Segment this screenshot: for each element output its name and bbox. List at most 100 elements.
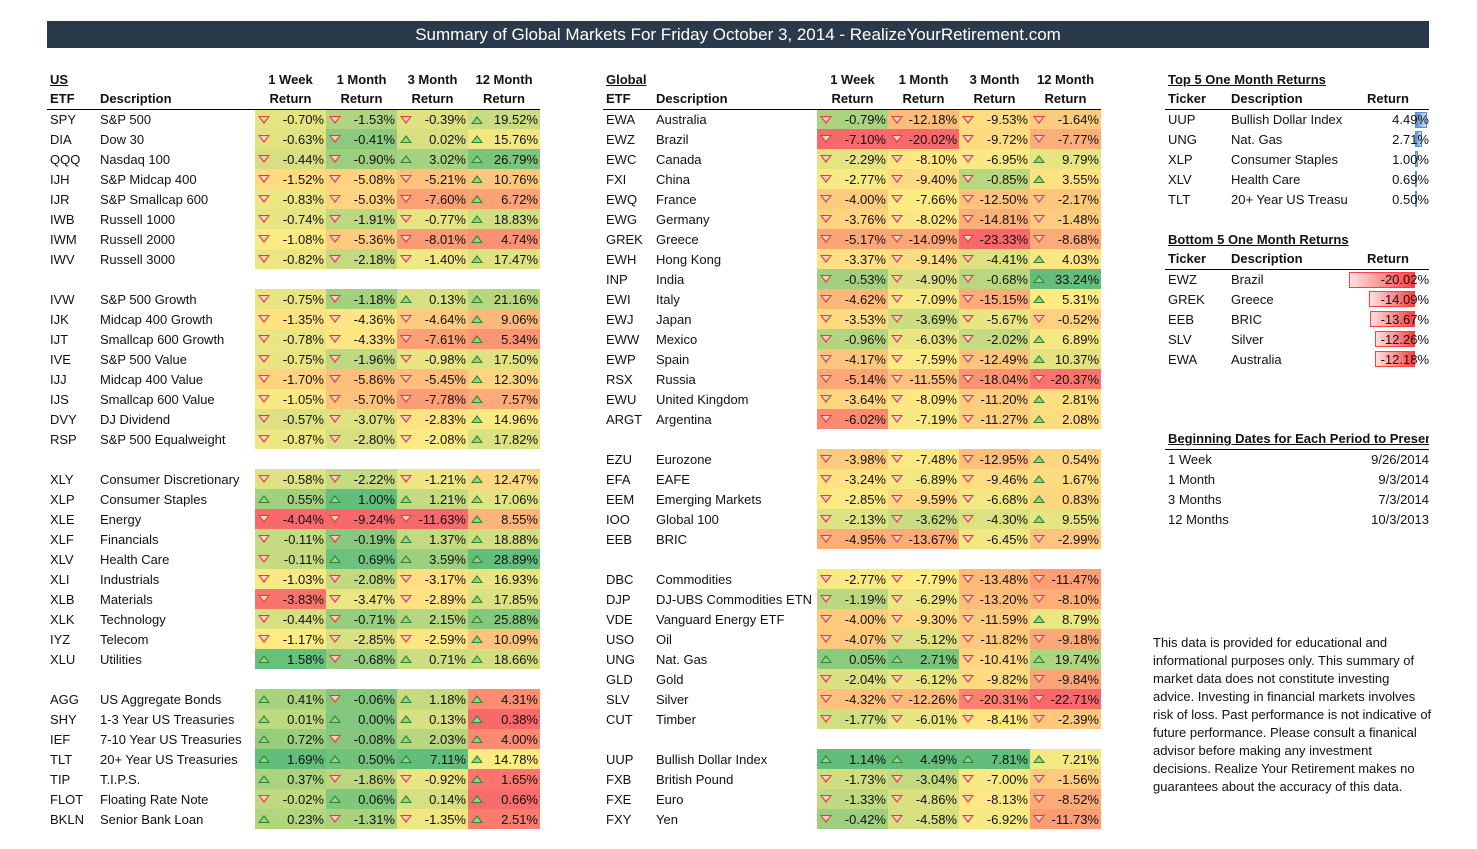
down-arrow-icon	[329, 575, 341, 583]
table-row: DBC Commodities -2.77% -7.79% -13.48% -11.47%	[603, 569, 1101, 589]
us-return-value: 0.14%	[429, 791, 466, 807]
global-ticker: EEB	[606, 531, 633, 547]
us-return-value: 0.69%	[358, 551, 395, 567]
us-return-value: -1.21%	[424, 471, 466, 487]
up-arrow-icon	[400, 535, 412, 543]
global-return-cell: 33.24%	[1030, 269, 1101, 289]
global-return-cell: -4.17%	[817, 349, 888, 369]
global-ticker: EWP	[606, 351, 636, 367]
global-return-value: -1.48%	[1057, 211, 1099, 227]
table-row: 1 Month 9/3/2014	[1165, 469, 1429, 489]
global-return-cell: -9.59%	[888, 489, 959, 509]
period-label: 3 Months	[1168, 491, 1222, 507]
down-arrow-icon	[258, 615, 270, 623]
us-return-value: -0.75%	[282, 351, 324, 367]
down-arrow-icon	[820, 415, 832, 423]
global-return-value: -6.92%	[986, 811, 1028, 827]
us-return-cell: 15.76%	[468, 129, 540, 149]
up-arrow-icon	[471, 615, 483, 623]
down-arrow-icon	[329, 655, 341, 663]
us-return-value: -4.04%	[282, 511, 324, 527]
table-row: TLT 20+ Year US Treasuries 0.50%	[1165, 189, 1429, 209]
bottom5-ticker: SLV	[1168, 331, 1192, 347]
down-arrow-icon	[962, 655, 974, 663]
table-row: FXI China -2.77% -9.40% -0.85% 3.55%	[603, 169, 1101, 189]
us-ticker: IJJ	[50, 371, 67, 387]
dates-table: Beginning Dates for Each Period to Prese…	[1165, 429, 1430, 529]
us-return-cell: -0.78%	[255, 329, 326, 349]
table-row: SLV Silver -12.26%	[1165, 329, 1429, 349]
global-return-value: 4.03%	[1062, 251, 1099, 267]
down-arrow-icon	[891, 255, 903, 263]
global-description: Argentina	[656, 411, 712, 427]
global-return-value: -0.96%	[844, 331, 886, 347]
us-return-cell: 0.37%	[255, 769, 326, 789]
global-return-cell: -2.99%	[1030, 529, 1101, 549]
global-return-value: -11.27%	[980, 411, 1028, 427]
us-description: Telecom	[100, 631, 149, 647]
us-return-value: -2.18%	[353, 251, 395, 267]
us-description: S&P 500 Value	[100, 351, 187, 367]
us-description: Floating Rate Note	[100, 791, 209, 807]
down-arrow-icon	[820, 335, 832, 343]
us-ticker: DVY	[50, 411, 77, 427]
us-return-value: -0.75%	[282, 291, 324, 307]
global-return-cell: -4.00%	[817, 609, 888, 629]
global-return-cell: -7.66%	[888, 189, 959, 209]
us-return-value: 17.06%	[493, 491, 538, 507]
down-arrow-icon	[1033, 315, 1045, 323]
global-return-value: -2.13%	[844, 511, 886, 527]
down-arrow-icon	[258, 195, 270, 203]
global-ticker: INP	[606, 271, 628, 287]
us-return-value: -4.36%	[353, 311, 395, 327]
down-arrow-icon	[258, 515, 270, 523]
global-return-cell: -12.95%	[959, 449, 1030, 469]
global-return-cell: -20.02%	[888, 129, 959, 149]
global-return-value: -2.17%	[1057, 191, 1099, 207]
global-ticker: EZU	[606, 451, 632, 467]
down-arrow-icon	[962, 395, 974, 403]
us-description: Smallcap 600 Value	[100, 391, 215, 407]
global-description: Russia	[656, 371, 696, 387]
us-return-cell: -4.36%	[326, 309, 397, 329]
up-arrow-icon	[471, 635, 483, 643]
down-arrow-icon	[820, 775, 832, 783]
global-return-cell: 1.14%	[817, 749, 888, 769]
us-description: Industrials	[100, 571, 160, 587]
us-description: Nasdaq 100	[100, 151, 171, 167]
down-arrow-icon	[400, 515, 412, 523]
up-arrow-icon	[400, 695, 412, 703]
us-return-value: -0.90%	[353, 151, 395, 167]
down-arrow-icon	[820, 715, 832, 723]
down-arrow-icon	[329, 235, 341, 243]
down-arrow-icon	[962, 635, 974, 643]
global-return-value: -2.77%	[844, 171, 886, 187]
global-col1-subheader: Return	[817, 89, 888, 110]
global-description: Germany	[656, 211, 710, 227]
down-arrow-icon	[329, 175, 341, 183]
table-row: EWZ Brazil -7.10% -20.02% -9.72% -7.77%	[603, 129, 1101, 149]
table-row: EWW Mexico -0.96% -6.03% -2.02% 6.89%	[603, 329, 1101, 349]
global-return-cell: -11.73%	[1030, 809, 1101, 829]
global-col1-header: 1 Week	[830, 71, 875, 87]
global-return-cell: -2.77%	[817, 169, 888, 189]
us-col2-subheader: Return	[326, 89, 397, 110]
global-return-value: -2.77%	[844, 571, 886, 587]
global-return-cell: -7.19%	[888, 409, 959, 429]
down-arrow-icon	[258, 155, 270, 163]
global-return-cell: -4.07%	[817, 629, 888, 649]
global-ticker: FXB	[606, 771, 632, 787]
us-return-value: 1.69%	[287, 751, 324, 767]
bottom5-data-bar	[1375, 331, 1415, 347]
down-arrow-icon	[1033, 575, 1045, 583]
global-return-cell: -1.64%	[1030, 109, 1101, 129]
us-return-cell: 3.59%	[397, 549, 468, 569]
down-arrow-icon	[329, 255, 341, 263]
bottom5-desc-header: Description	[1229, 249, 1347, 270]
down-arrow-icon	[1033, 715, 1045, 723]
global-return-cell: -8.02%	[888, 209, 959, 229]
us-return-value: -1.35%	[282, 311, 324, 327]
down-arrow-icon	[258, 335, 270, 343]
us-return-value: 5.34%	[501, 331, 538, 347]
global-return-cell: -2.02%	[959, 329, 1030, 349]
